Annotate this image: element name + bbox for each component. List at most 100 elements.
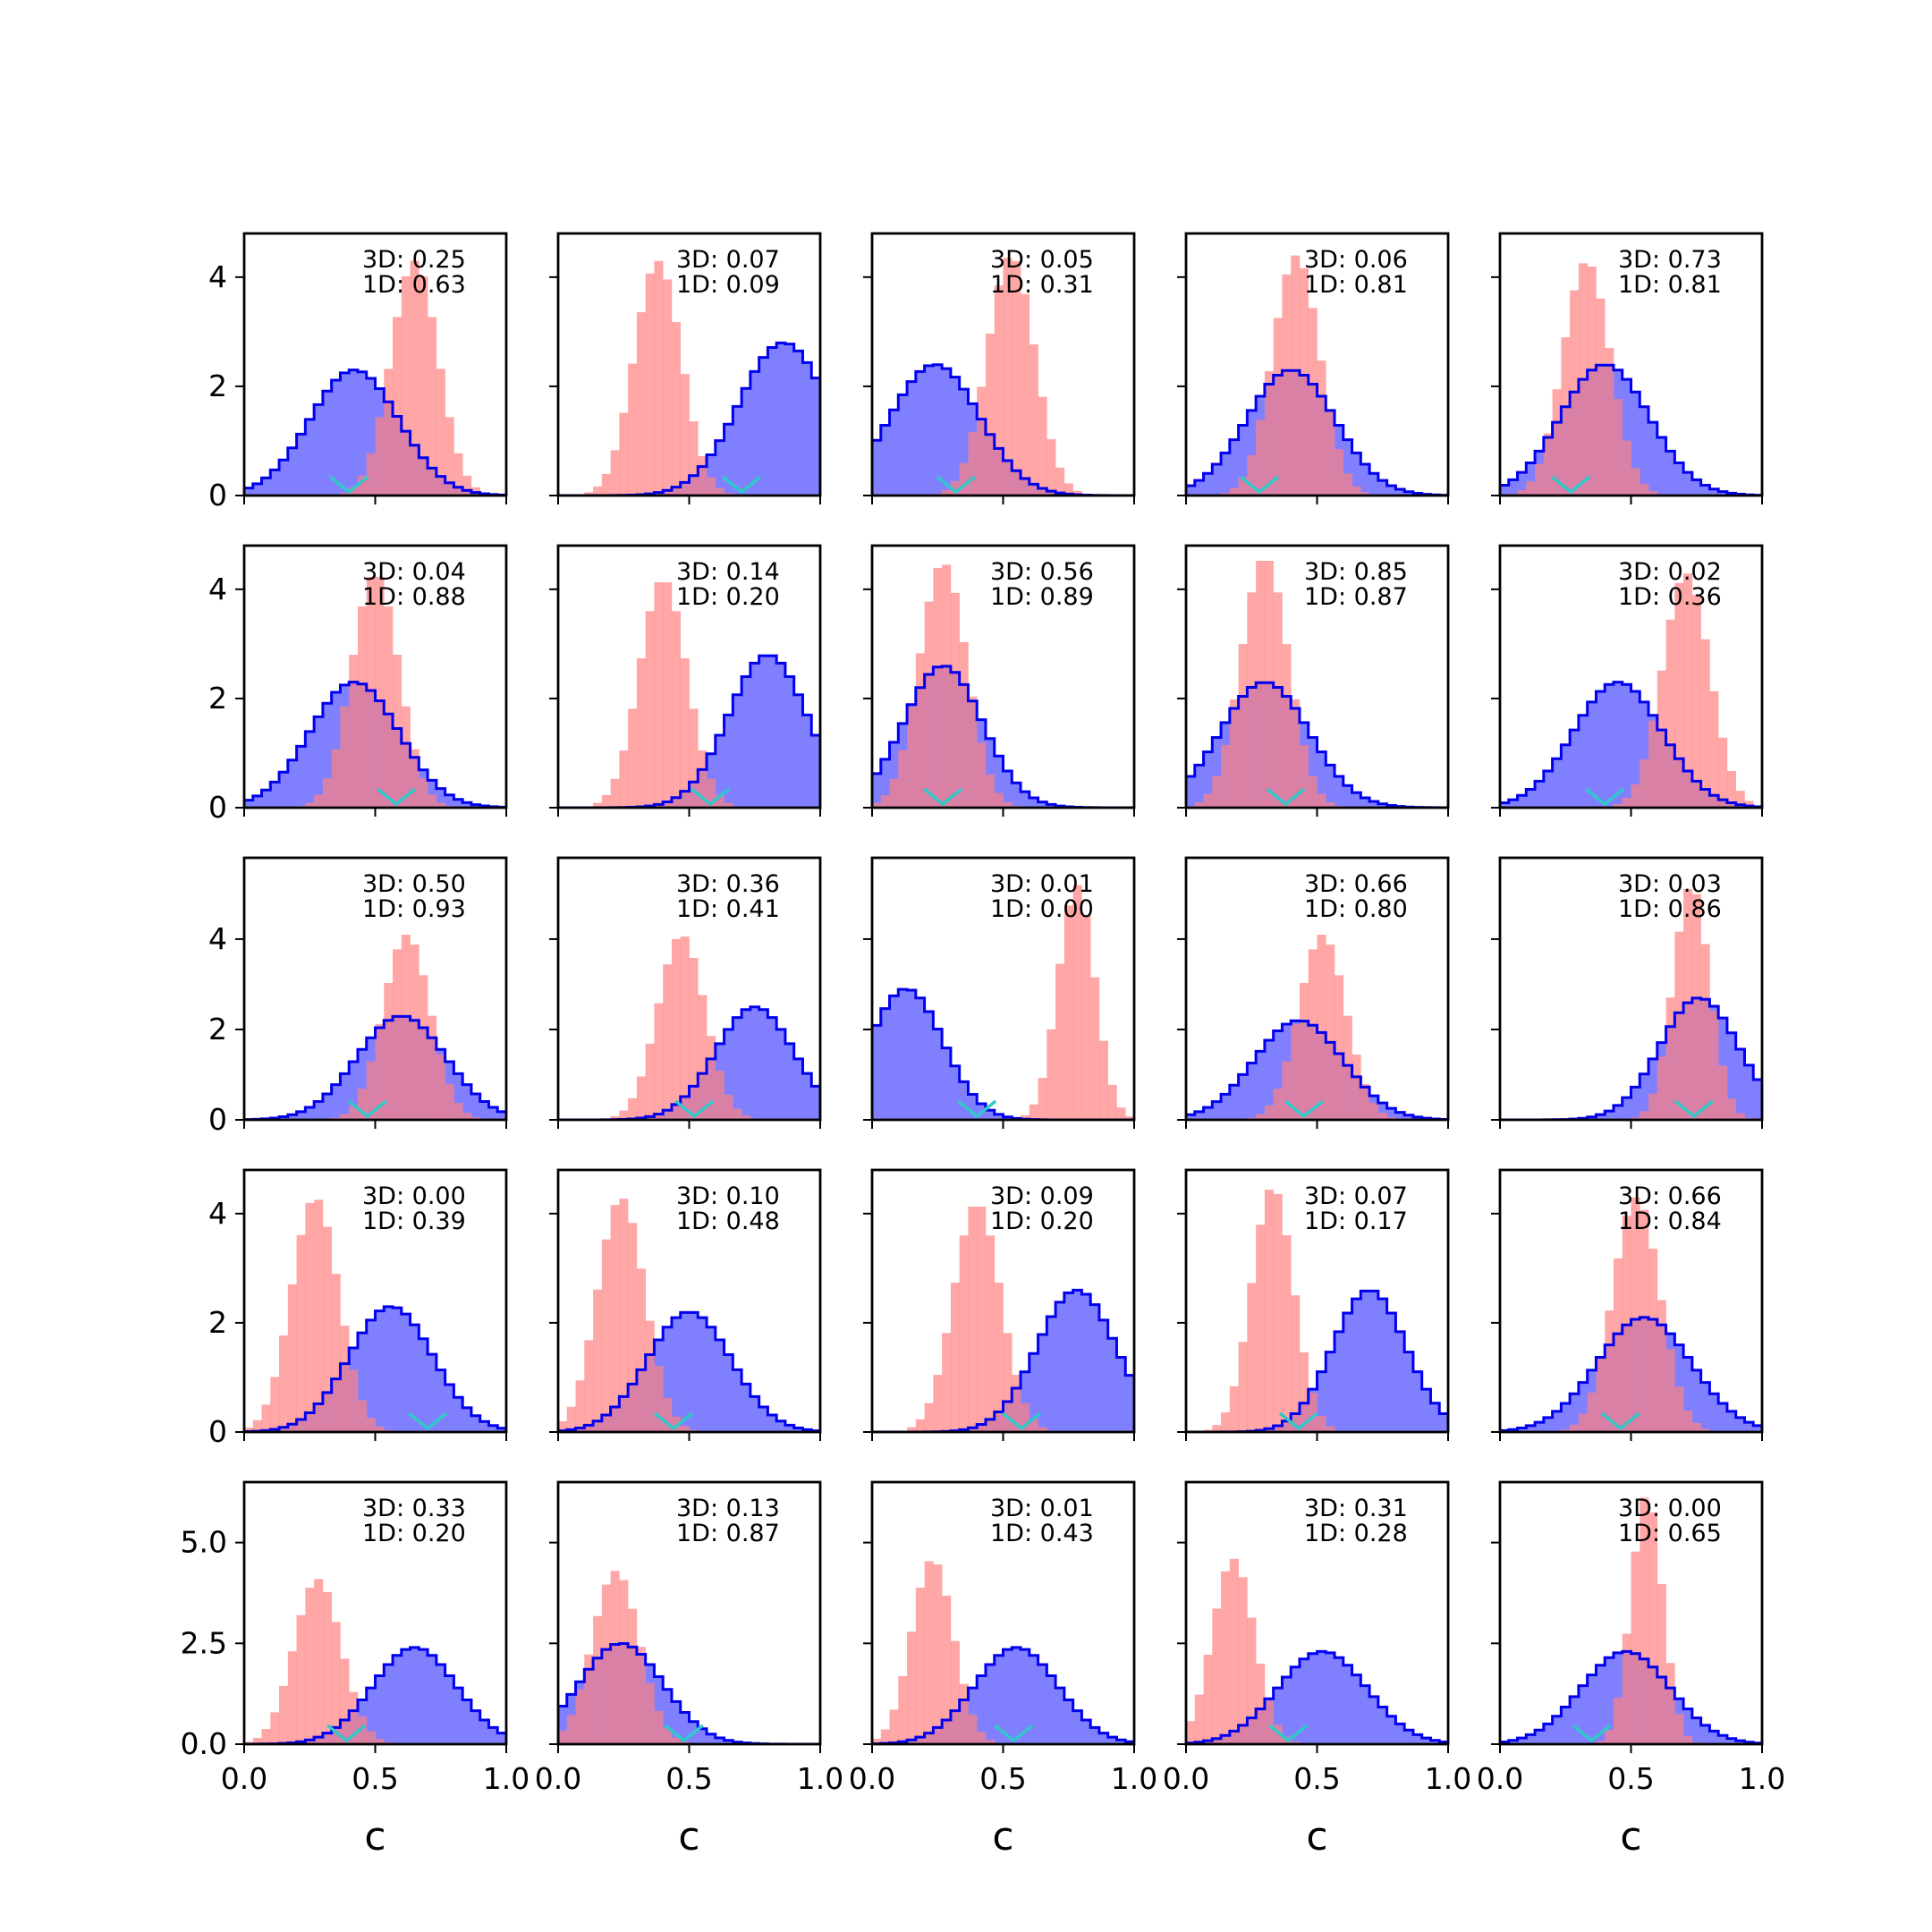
marker-icon [1268,1724,1309,1743]
red-bar [1648,1093,1658,1120]
red-bar [1700,639,1710,808]
red-bar [1744,801,1754,808]
marker-icon [674,1099,715,1119]
red-bar [636,1647,646,1744]
marker-icon [1239,475,1280,495]
red-bar [1038,1078,1047,1120]
y-tick-label: 2 [208,1305,227,1340]
red-bar [994,792,1004,808]
red-bar [1517,489,1527,496]
red-bar [636,1076,646,1120]
red-bar [1691,1422,1701,1432]
annotation-3d: 3D: 0.07 [676,246,780,274]
red-bar [671,1737,682,1744]
red-bar [357,1400,368,1432]
red-bar [663,279,673,496]
marker-icon [326,1724,367,1743]
marker-icon [347,1099,387,1119]
red-bar [357,1089,368,1120]
red-bar [968,1714,978,1744]
red-bar [419,275,428,496]
red-bar [1640,1111,1649,1120]
annotation-3d: 3D: 0.06 [1304,246,1408,274]
red-bar [1640,1497,1649,1744]
red-bar [942,489,952,496]
red-bar [654,581,664,808]
red-bar [1622,1633,1631,1744]
marker-icon [1572,1724,1612,1743]
red-bar [1613,803,1623,808]
red-bar [366,1418,376,1432]
red-bar [1046,439,1056,496]
red-bar [698,455,708,496]
red-bar [1072,885,1082,1120]
red-histogram [584,260,733,496]
red-bar [322,778,332,808]
red-bar [1683,1410,1693,1432]
x-axis-label: c [364,1814,386,1860]
red-bar [287,1284,297,1432]
x-axis-label: c [992,1814,1013,1860]
red-bar [898,1675,908,1744]
marker-icon [329,475,369,495]
annotation-3d: 3D: 0.09 [990,1182,1094,1210]
red-bar [680,374,690,496]
y-tick-label: 4 [208,921,227,956]
red-bar [872,1739,882,1744]
blue-histogram-fill [558,1006,820,1120]
red-bar [933,1564,943,1744]
red-bar [1308,775,1318,808]
red-bar [724,1094,733,1120]
red-bar [1709,691,1719,808]
red-bar [401,275,411,496]
red-bar [1291,1023,1301,1120]
red-bar [393,949,402,1120]
red-bar [366,1061,376,1120]
red-histogram [872,1561,1004,1744]
red-histogram [340,260,489,496]
red-bar [1709,1010,1719,1120]
plot-area [1186,560,1448,808]
plot-area [558,1571,820,1744]
x-axis-label: c [678,1814,699,1860]
red-bar [689,957,699,1120]
red-bar [296,1234,306,1432]
red-bar [628,708,638,808]
red-histogram [1021,885,1134,1120]
red-bar [1291,255,1301,496]
red-bar [375,1426,385,1432]
plot-area [244,1199,506,1432]
red-bar [401,706,411,808]
red-bar [1072,490,1082,496]
plot-area [1500,263,1762,496]
marker-icon [407,1411,448,1431]
red-bar [296,1614,306,1744]
red-bar [663,581,673,808]
annotation-3d: 3D: 0.00 [362,1182,466,1210]
red-bar [1221,1412,1231,1432]
red-histogram [244,1579,394,1744]
red-bar [707,1036,716,1120]
y-tick-label: 2.5 [181,1625,227,1660]
red-bar [1674,582,1684,808]
marker-icon [690,787,731,807]
blue-histogram-outline [1186,1019,1448,1120]
blue-histogram-fill [872,364,1134,496]
red-bar [724,493,733,496]
red-bar [1700,1428,1710,1432]
red-bar [663,964,673,1120]
annotation-1d: 1D: 0.81 [1304,271,1408,299]
red-bar [942,1595,952,1744]
red-bar [1665,1663,1675,1744]
red-bar [985,1740,996,1744]
red-bar [1238,1342,1248,1432]
red-bar [1194,1694,1204,1744]
red-bar [340,1114,350,1120]
red-bar [1256,1114,1266,1120]
red-bar [1194,802,1204,808]
annotation-1d: 1D: 0.17 [1304,1208,1408,1235]
red-bar [1238,477,1248,496]
